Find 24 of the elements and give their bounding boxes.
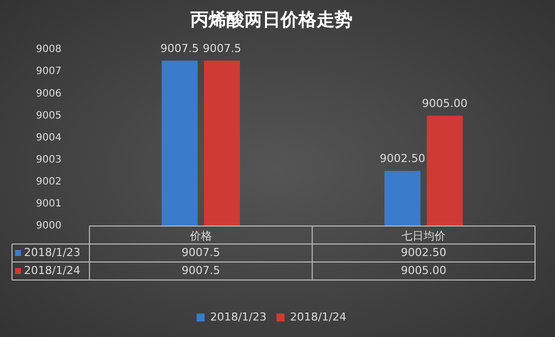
y-tick-label: 9001	[36, 198, 62, 210]
y-tick-label: 9008	[36, 44, 62, 56]
legend-label: 2018/1/24	[290, 310, 346, 324]
y-tick-label: 9005	[36, 110, 62, 122]
text: 9007.5	[202, 42, 242, 55]
y-tick-label: 9003	[36, 154, 62, 166]
y-tick-label: 9000	[36, 220, 62, 232]
text: 9002.50	[380, 152, 426, 166]
text: 2018/1/23	[24, 246, 80, 259]
data-label: 9007.5	[182, 246, 220, 259]
x-tick-label: 价格	[188, 229, 212, 242]
y-tick-label: 9002	[36, 176, 62, 188]
text: 9007.5	[160, 42, 199, 55]
text: 9005.00	[422, 97, 468, 110]
data-label: 9002.50	[400, 246, 446, 259]
x-tick-label: 七日均价	[402, 229, 446, 242]
data-label: 9005.00	[400, 264, 446, 277]
y-tick-label: 9006	[36, 88, 62, 100]
text: 2018/1/24	[24, 264, 80, 277]
y-tick-label: 9004	[36, 132, 62, 144]
chart-title: 丙烯酸两日价格走势	[190, 9, 352, 30]
data-label: 9007.5	[182, 264, 220, 277]
legend-label: 2018/1/23	[210, 310, 267, 324]
y-tick-label: 9007	[36, 66, 62, 78]
